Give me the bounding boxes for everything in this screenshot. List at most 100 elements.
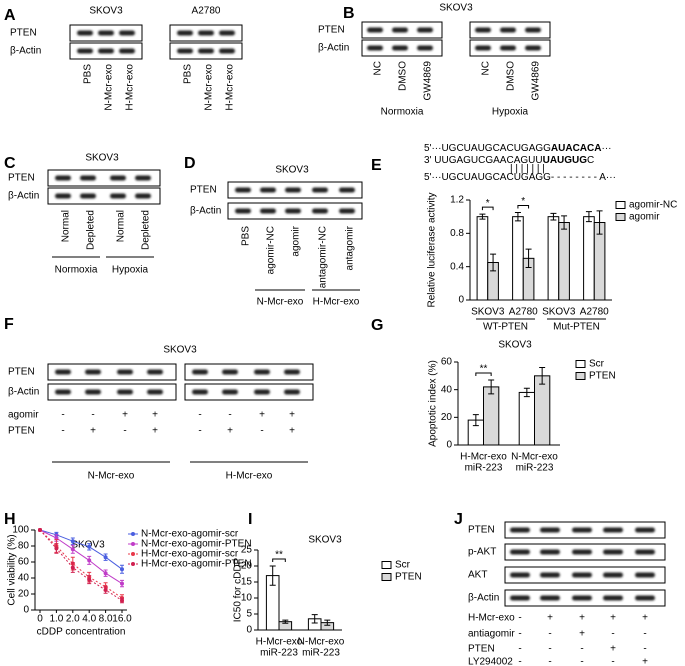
panel-label: D [184, 155, 196, 172]
legend-label: agomir-NC [629, 200, 677, 211]
y-tick-label: 0 [23, 605, 29, 616]
legend-label: PTEN [589, 371, 616, 382]
lane-label: PBS [183, 64, 194, 84]
row-label: PTEN [190, 185, 217, 196]
bar [547, 216, 560, 301]
condition-sign: + [579, 613, 585, 624]
legend-swatch [381, 561, 392, 569]
significance: * [521, 196, 525, 207]
band [147, 389, 163, 395]
y-tick-label: 40 [18, 573, 30, 584]
group-label: WT-PTEN [483, 322, 528, 333]
band [198, 48, 214, 54]
condition-sign: + [289, 410, 295, 421]
row-label: β-Actin [8, 387, 39, 398]
lane-label: Normal [61, 210, 72, 242]
series-line [39, 529, 123, 585]
point [54, 536, 59, 540]
error-bar [561, 215, 568, 230]
legend-marker [131, 562, 135, 566]
band [254, 389, 270, 395]
blot-frame [184, 383, 314, 401]
point [38, 528, 42, 532]
lane-label: agomir [291, 225, 302, 256]
group-label: H-Mcr-exo [313, 297, 360, 308]
sequence-part: 5'···UGCUAUGCACUGAGG [424, 172, 551, 183]
panel-label: A [4, 7, 16, 24]
error-bar [585, 211, 592, 223]
group-label: Normoxia [381, 107, 424, 118]
legend-label: PTEN [395, 572, 422, 583]
y-tick-label: 0.4 [450, 261, 464, 272]
series-line [39, 529, 123, 570]
condition-sign: - [198, 426, 201, 437]
group-label: Mut-PTEN [553, 322, 600, 333]
condition-label: agomir [8, 410, 39, 421]
significance-bracket [517, 205, 530, 209]
blot-frame [47, 363, 177, 381]
condition-label: H-Mcr-exo [468, 613, 515, 624]
band [80, 175, 96, 181]
pairing: | | | | | | | [510, 164, 545, 175]
legend-label: H-Mcr-exo-agomir-scr [141, 549, 239, 560]
sequence: 3' UUGAGUCGAACAGUUUAUGUGC [424, 155, 594, 166]
band [117, 369, 133, 375]
error-bar [596, 210, 603, 235]
blot-title: SKOV3 [89, 6, 123, 17]
band [367, 27, 383, 33]
series-line [39, 529, 123, 599]
condition-sign: + [227, 426, 233, 437]
band [572, 527, 592, 533]
significance-bracket [272, 558, 286, 562]
y-tick-label: 100 [12, 525, 29, 536]
y-axis-label: Apoptotic index (%) [428, 360, 439, 447]
sequence: 5'···UGCUAUGCACUGAGG- - - - - - - - A··· [424, 172, 616, 183]
band [177, 30, 193, 36]
band [55, 175, 71, 181]
error-bar [490, 253, 497, 272]
x-tick-label: miR-223 [516, 463, 554, 474]
y-axis-label: IC50 for cDDP [233, 557, 244, 622]
legend-label: N-Mcr-exo-agomir-scr [141, 529, 239, 540]
y-tick-label: 25 [241, 545, 253, 556]
row-label: β-Actin [190, 206, 221, 217]
bar [512, 216, 524, 301]
row-label: β-Actin [468, 593, 499, 604]
band [603, 572, 623, 578]
point [87, 544, 92, 549]
group-label: Hypoxia [492, 107, 529, 118]
band [235, 208, 251, 214]
band [500, 27, 516, 33]
lane-label: Normal [116, 210, 127, 242]
sequence-part: ··· [601, 143, 611, 154]
blot-frame [47, 187, 161, 205]
band [260, 187, 276, 193]
band [98, 30, 114, 36]
condition-sign: - [123, 426, 126, 437]
condition-sign: - [518, 629, 521, 640]
group-label: Normoxia [55, 265, 98, 276]
legend-label: Scr [395, 560, 411, 571]
significance: ** [480, 364, 488, 375]
error-bar [550, 212, 557, 221]
group-label: Hypoxia [112, 265, 149, 276]
y-tick-label: 1.2 [450, 195, 464, 206]
legend-marker [131, 532, 135, 536]
blot-title: SKOV3 [275, 165, 309, 176]
sequence: 5'···UGCUAUGCACUGAGGAUACACA··· [424, 143, 611, 154]
panel-label: G [371, 317, 383, 334]
band [510, 595, 530, 601]
condition-sign: - [580, 657, 583, 666]
band [475, 45, 491, 51]
condition-sign: + [289, 426, 295, 437]
condition-sign: - [548, 629, 551, 640]
band [510, 572, 530, 578]
group-label: H-Mcr-exo [226, 471, 273, 482]
condition-label: antiagomir [468, 629, 515, 640]
blot-title: A2780 [192, 6, 221, 17]
band [285, 187, 301, 193]
band [510, 527, 530, 533]
error-bar [488, 379, 495, 395]
condition-sign: - [228, 410, 231, 421]
band [392, 45, 408, 51]
